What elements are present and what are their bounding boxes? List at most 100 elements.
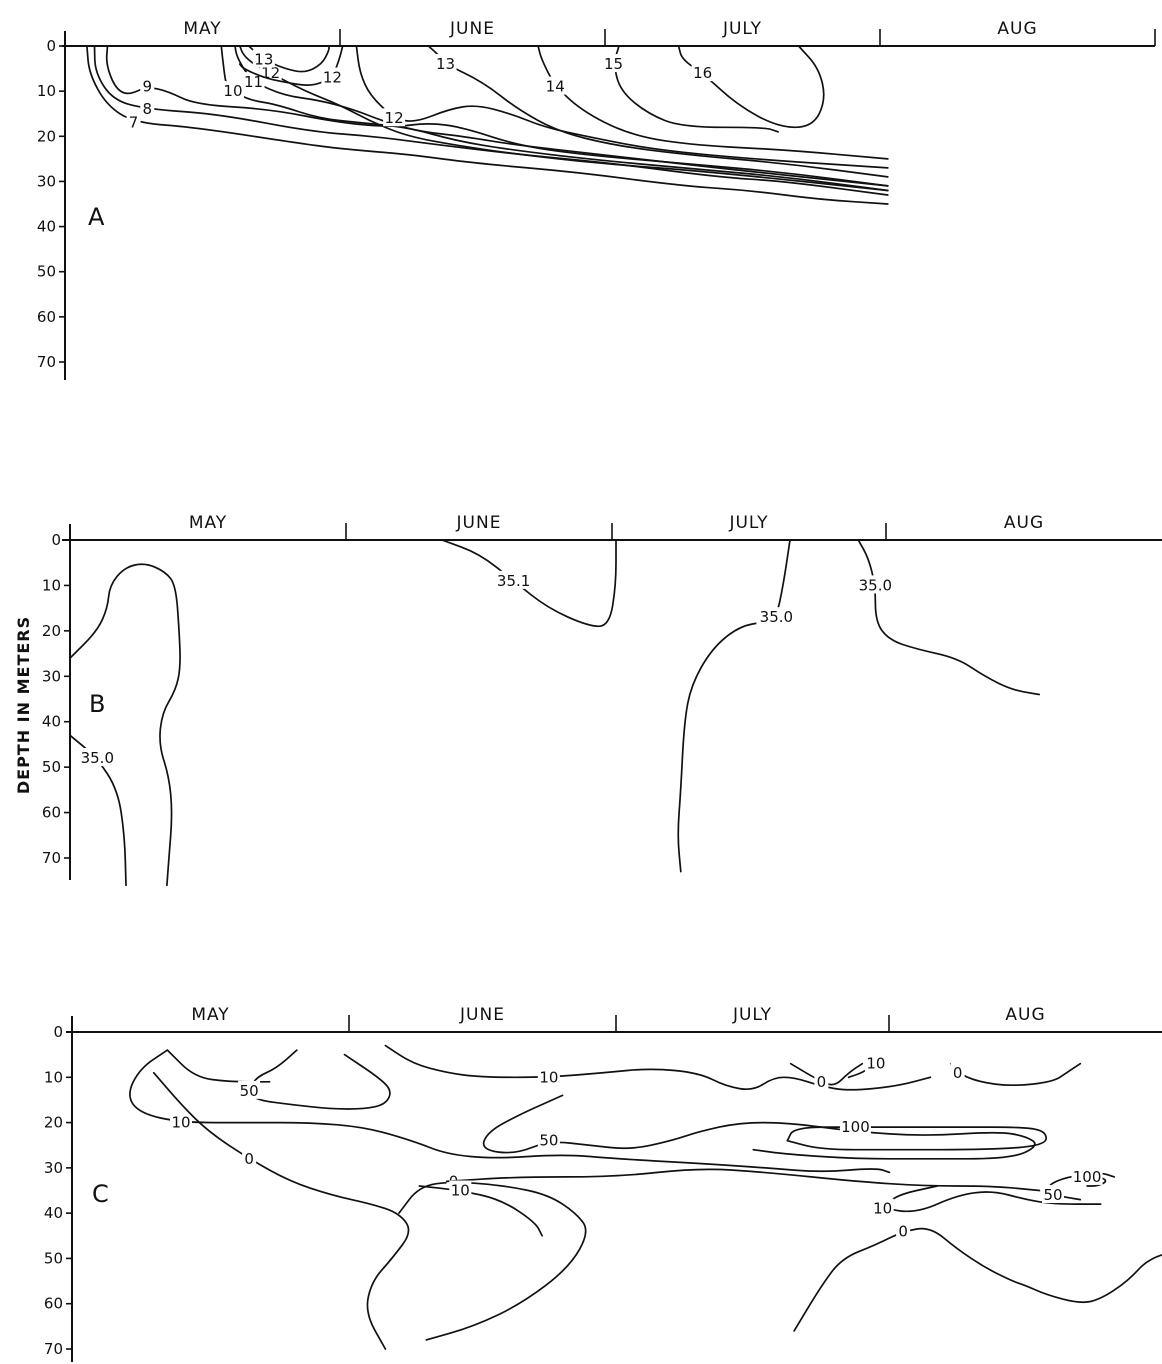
depth-tick-label: 40 — [37, 218, 56, 236]
isoline — [418, 1185, 543, 1237]
month-label: JULY — [732, 1005, 772, 1025]
isoline — [677, 539, 791, 873]
isoline-label-bg — [77, 748, 118, 767]
isoline-label-bg — [321, 67, 344, 86]
isoline-label-bg — [814, 1071, 829, 1090]
depth-tick-label: 50 — [44, 1249, 63, 1267]
depth-tick-label: 60 — [37, 308, 56, 326]
isoline-label-bg — [691, 63, 714, 82]
month-label: JUNE — [449, 19, 495, 39]
isoline — [152, 1071, 410, 1350]
isoline-label-bg — [544, 76, 567, 95]
panel-c-isolines: 105010501000100001010501000 — [129, 1044, 1162, 1350]
depth-tick-label: 30 — [37, 172, 56, 190]
depth-tick-label: 60 — [42, 804, 61, 822]
isoline-label-bg — [126, 112, 141, 131]
depth-tick-label: 60 — [44, 1295, 63, 1313]
isoline-label: 16 — [693, 64, 712, 82]
isoline — [166, 1049, 271, 1083]
isoline-label: 100 — [841, 1118, 870, 1136]
isoline-label: 10 — [873, 1200, 892, 1218]
isoline-label-bg — [1071, 1166, 1103, 1185]
depth-tick-label: 0 — [46, 37, 56, 55]
isoline-label: 50 — [539, 1132, 558, 1150]
isoline-label-bg — [602, 54, 625, 73]
isoline-label-bg — [140, 99, 155, 118]
isoline-label: 100 — [1073, 1168, 1102, 1186]
isoline — [355, 45, 889, 169]
isoline-label-bg — [855, 575, 896, 594]
isoline — [384, 1044, 932, 1091]
depth-tick-label: 30 — [44, 1159, 63, 1177]
month-label: AUG — [1004, 513, 1044, 533]
isoline-label: 50 — [240, 1082, 259, 1100]
isoline-label: 8 — [143, 100, 153, 118]
month-label: JUNE — [456, 513, 502, 533]
isoline-label: 0 — [244, 1150, 254, 1168]
isoline — [786, 1126, 1048, 1151]
isoline — [427, 45, 889, 178]
isoline-label-bg — [537, 1067, 560, 1086]
depth-tick-label: 40 — [44, 1204, 63, 1222]
isoline-label: 10 — [451, 1182, 470, 1200]
isoline-label: 11 — [244, 73, 263, 91]
isoline-label: 35.0 — [760, 608, 793, 626]
isoline-label-bg — [864, 1053, 887, 1072]
isoline-label: 14 — [546, 78, 565, 96]
isoline-label: 9 — [143, 78, 153, 96]
isoline-label-bg — [383, 108, 406, 127]
panel-b-axes: 0 10 20 30 40 50 60 70 MAY JUNE JULY AUG — [42, 513, 1044, 867]
isoline-label-bg — [449, 1180, 472, 1199]
isoline — [614, 45, 779, 133]
depth-tick-label: 50 — [42, 758, 61, 776]
isoline — [398, 1181, 587, 1341]
isoline — [220, 45, 889, 192]
depth-tick-label: 70 — [44, 1340, 63, 1358]
isoline-label-bg — [839, 1117, 871, 1136]
depth-tick-label: 0 — [53, 1023, 63, 1041]
month-label: MAY — [191, 1005, 229, 1025]
isoline-label-bg — [221, 81, 244, 100]
isoline-label: 13 — [254, 51, 273, 69]
depth-tick-label: 30 — [42, 667, 61, 685]
isoline-label: 12 — [385, 109, 404, 127]
isoline-label-bg — [950, 1062, 965, 1081]
depth-tick-label: 10 — [44, 1068, 63, 1086]
isoline-label-bg — [434, 54, 457, 73]
isoline-label-bg — [896, 1221, 911, 1240]
month-label: MAY — [183, 19, 221, 39]
depth-tick-label: 50 — [37, 263, 56, 281]
isoline-label: 0 — [898, 1222, 908, 1240]
panel-b-isolines: 35.0 35.1 35.0 35.0 — [69, 539, 1041, 887]
isoline-label: 12 — [323, 69, 342, 87]
isoline-label: 7 — [129, 114, 139, 132]
isoline-label-bg — [238, 1080, 261, 1099]
isoline — [69, 734, 127, 887]
depth-tick-label: 20 — [42, 622, 61, 640]
isoline-label: 35.0 — [81, 749, 114, 767]
panel-c-label: C — [92, 1180, 109, 1208]
isoline-label: 0 — [817, 1073, 827, 1091]
isoline — [677, 45, 825, 129]
isoline-label: 35.0 — [859, 576, 892, 594]
depth-tick-label: 0 — [51, 531, 61, 549]
isoline-label: 50 — [1043, 1186, 1062, 1204]
isoline — [105, 45, 889, 187]
isoline-label: 10 — [171, 1114, 190, 1132]
depth-tick-label: 70 — [37, 353, 56, 371]
y-axis-title: DEPTH IN METERS — [14, 616, 33, 794]
isoline — [441, 539, 617, 628]
isoline-label: 35.1 — [497, 572, 530, 590]
panel-a-axes: 0 10 20 30 40 50 60 70 MAY JUNE JULY AUG — [37, 19, 1156, 371]
month-label: JUNE — [459, 1005, 505, 1025]
isoline-label-bg — [252, 49, 275, 68]
isoline-label: 10 — [539, 1068, 558, 1086]
panel-c-abundance: C 0 10 20 30 40 50 60 70 MAY JUNE JULY AUG 10 50 10 50… — [44, 1005, 1162, 1362]
isoline-label: 10 — [866, 1055, 885, 1073]
isoline — [857, 539, 1041, 696]
month-label: AUG — [1005, 1005, 1045, 1025]
isoline — [69, 563, 181, 887]
